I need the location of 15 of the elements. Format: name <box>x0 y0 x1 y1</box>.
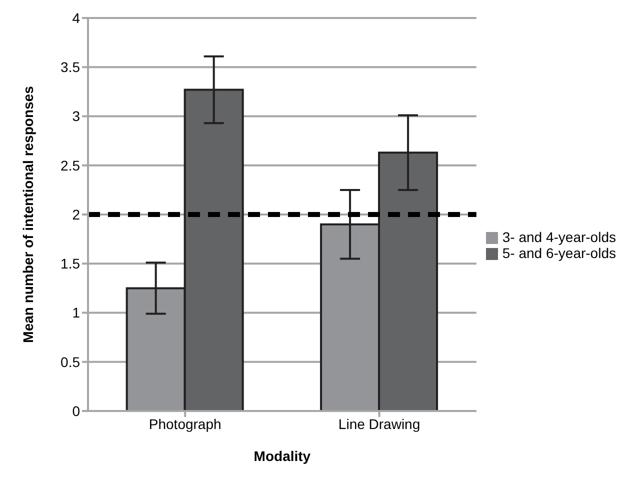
y-tick-label: 4 <box>72 10 80 26</box>
y-tick-label: 3.5 <box>60 59 80 76</box>
y-axis-title: Mean number of intentional responses <box>20 86 36 343</box>
x-axis-title: Modality <box>254 448 311 464</box>
y-tick-label: 3 <box>72 108 80 124</box>
y-tick-label: 1 <box>72 304 80 321</box>
y-tick-label: 0 <box>72 402 80 419</box>
legend-label: 3- and 4-year-olds <box>502 228 616 244</box>
y-tick-label: 2.5 <box>60 157 80 174</box>
y-tick-label: 0.5 <box>60 354 80 370</box>
y-tick-label: 2 <box>72 206 80 222</box>
x-tick-label: Line Drawing <box>338 416 420 432</box>
legend-label: 5- and 6-year-olds <box>502 244 616 260</box>
y-tick-label: 1.5 <box>60 256 80 272</box>
x-tick-label: Photograph <box>148 416 222 432</box>
